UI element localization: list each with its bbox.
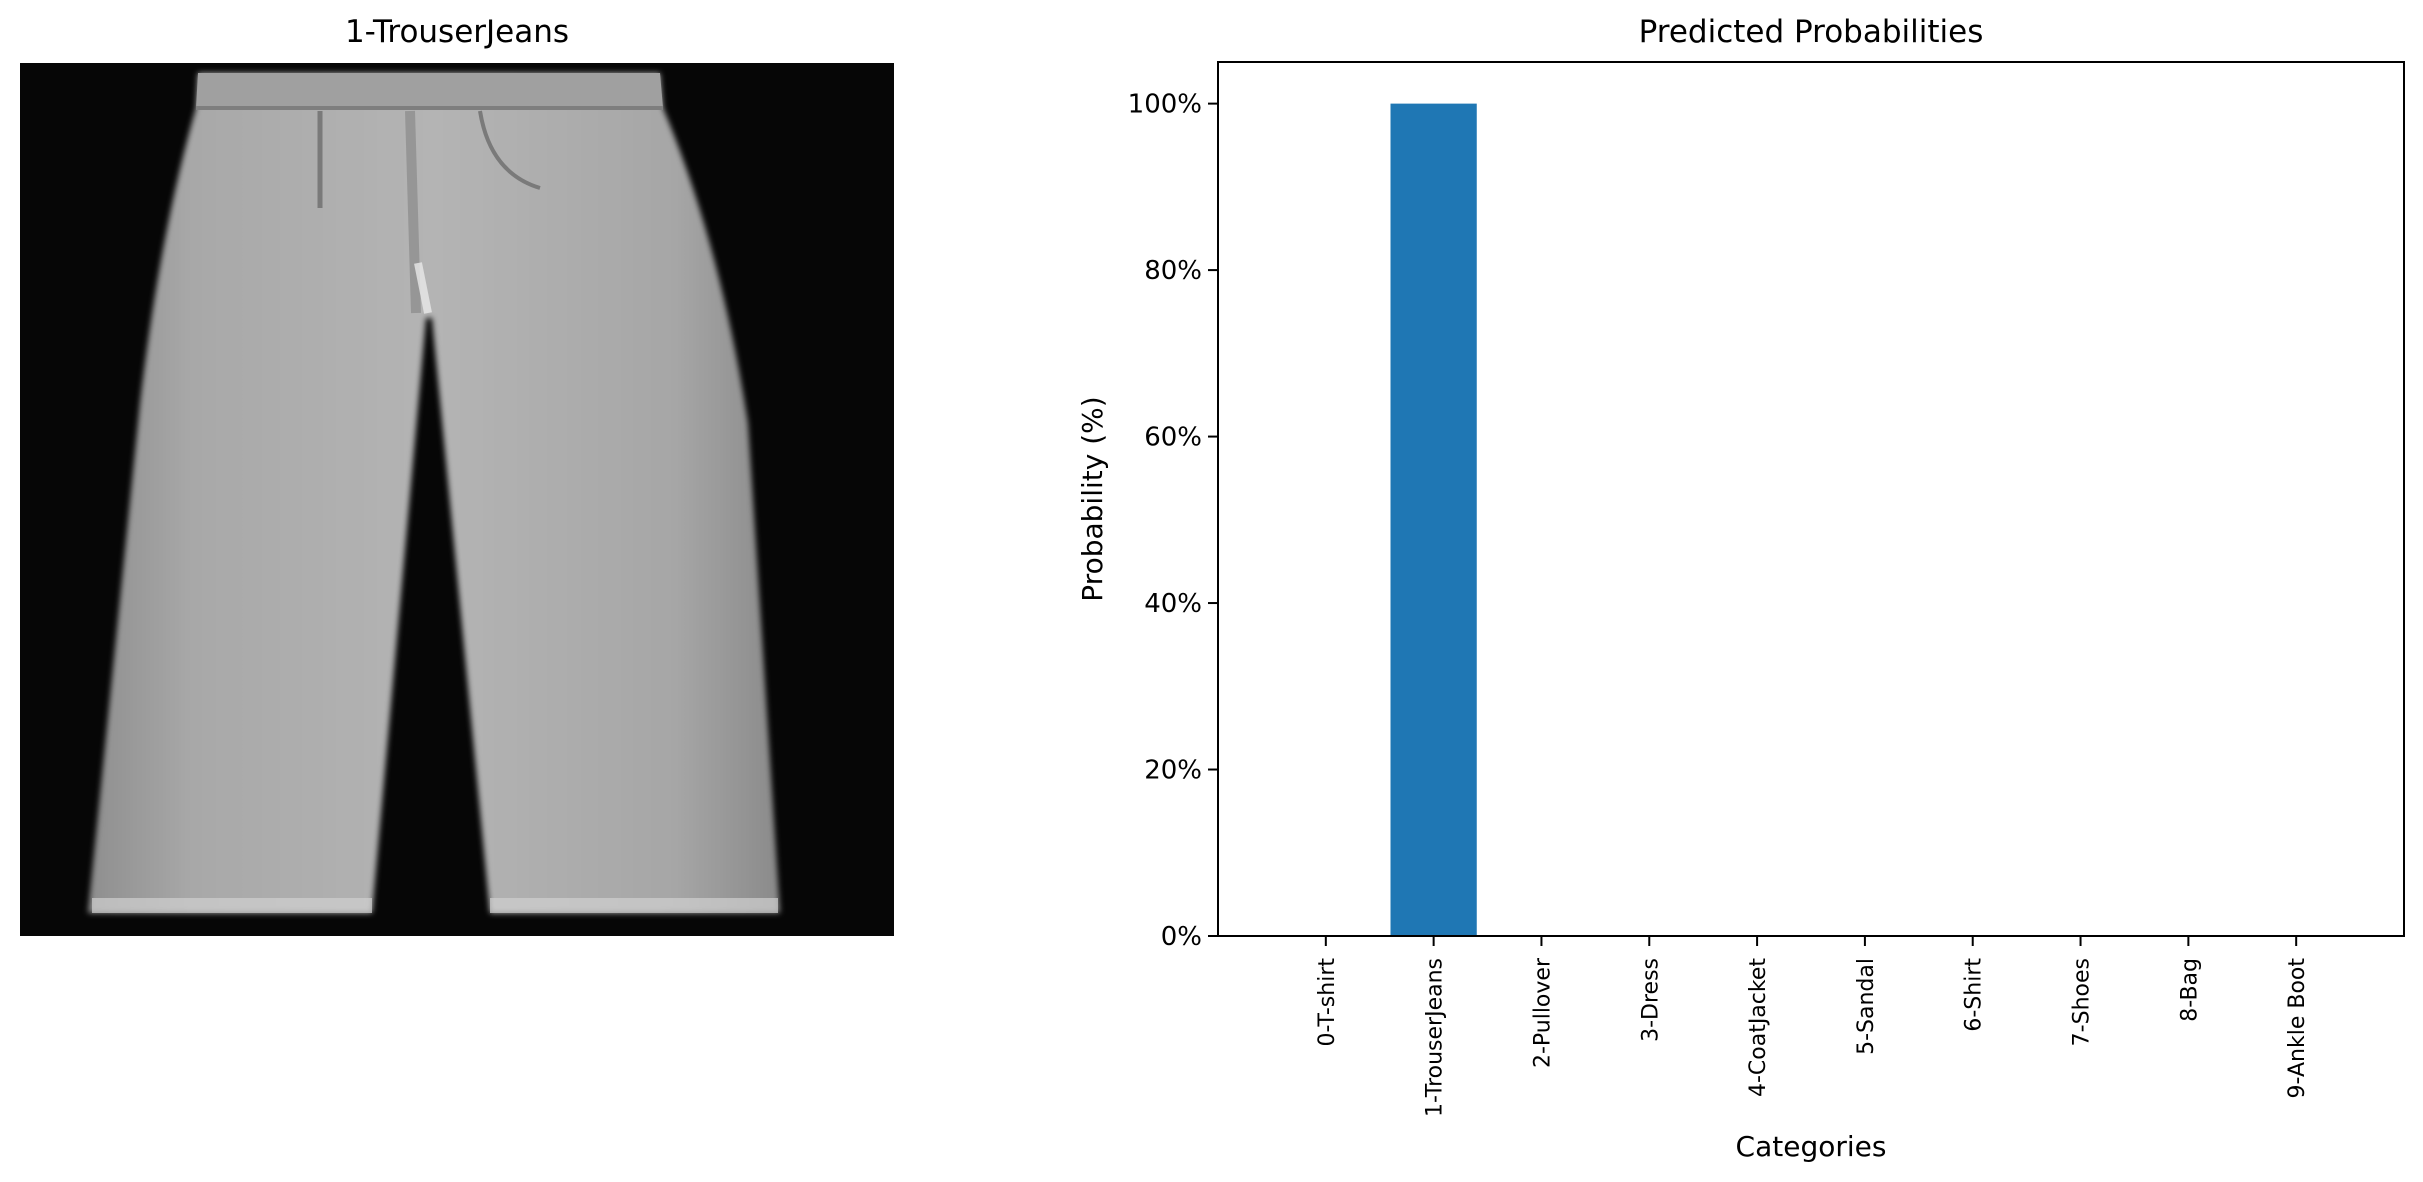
- x-tick-label: 5-Sandal: [1854, 958, 1879, 1055]
- y-tick-label: 100%: [1128, 90, 1202, 120]
- bars-layer: [1390, 103, 1477, 937]
- x-tick-label: 6-Shirt: [1962, 958, 1987, 1032]
- y-axis-ticks: 0% 20% 40% 60% 80% 100%: [1128, 90, 1218, 952]
- x-tick-label: 9-Ankle Boot: [2285, 958, 2310, 1099]
- bar-1-trouserjeans: [1390, 103, 1477, 937]
- x-tick-label: 3-Dress: [1638, 958, 1663, 1042]
- x-axis-ticks: 0-T-shirt 1-TrouserJeans 2-Pullover 3-Dress…: [1315, 936, 2310, 1117]
- x-tick-label: 7-Shoes: [2070, 958, 2095, 1046]
- trouser-jeans-drawing: [88, 73, 780, 913]
- y-axis-label: Probability (%): [1076, 396, 1109, 601]
- y-tick-label: 0%: [1161, 922, 1202, 952]
- x-tick-label: 1-TrouserJeans: [1423, 958, 1448, 1117]
- y-tick-label: 40%: [1144, 589, 1202, 619]
- image-title: 1-TrouserJeans: [344, 14, 570, 50]
- trouser-jeans-image: [20, 63, 894, 936]
- plot-frame: [1217, 61, 2405, 937]
- y-tick-label: 80%: [1144, 256, 1202, 286]
- x-tick-label: 4-CoatJacket: [1746, 958, 1771, 1097]
- chart-title: Predicted Probabilities: [1638, 14, 1984, 50]
- x-tick-label: 0-T-shirt: [1315, 958, 1340, 1047]
- jeans-waistband: [196, 73, 663, 108]
- x-tick-label: 8-Bag: [2177, 958, 2202, 1022]
- jeans-body: [88, 73, 780, 913]
- y-tick-label: 20%: [1144, 756, 1202, 786]
- y-tick-label: 60%: [1144, 423, 1202, 453]
- x-tick-label: 2-Pullover: [1530, 957, 1555, 1068]
- x-axis-label: Categories: [1736, 1130, 1887, 1163]
